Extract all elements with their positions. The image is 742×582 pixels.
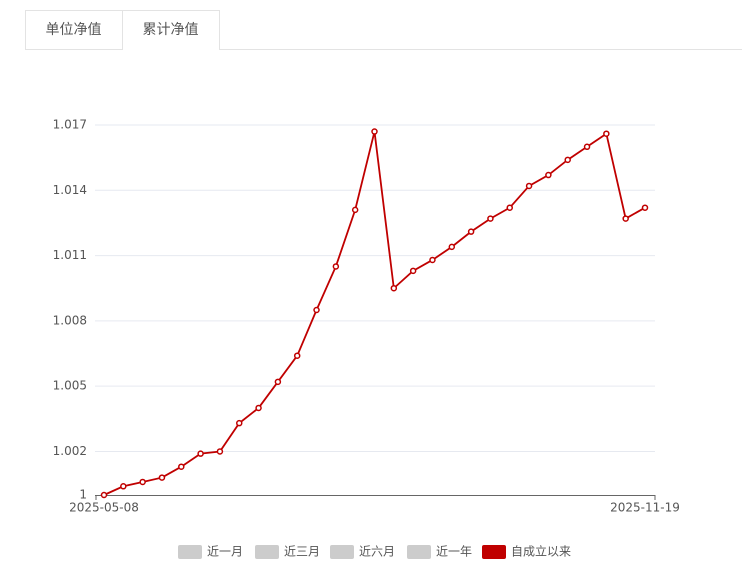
point [178, 463, 185, 470]
point [506, 204, 513, 211]
point [545, 171, 552, 179]
tab-label[interactable]: 累计净值 [143, 22, 199, 38]
point [351, 206, 359, 214]
legend-swatch[interactable] [407, 545, 431, 559]
x-tick-label: 2025-05-08 [69, 501, 139, 515]
point [120, 483, 127, 490]
tab[interactable] [122, 10, 220, 51]
tab-label[interactable]: 单位净值 [46, 22, 102, 38]
point [216, 448, 224, 455]
legend-label[interactable]: 近一月 [207, 545, 243, 559]
point [313, 306, 320, 314]
point [332, 263, 340, 270]
point [255, 404, 262, 412]
legend-swatch[interactable] [330, 545, 354, 559]
legend-swatch[interactable] [482, 545, 506, 559]
point [525, 182, 533, 190]
y-tick-label: 1.014 [53, 183, 87, 197]
point [429, 256, 436, 264]
x-tick-label: 2025-11-19 [610, 501, 680, 515]
point [622, 215, 629, 222]
point [583, 143, 591, 151]
point [603, 130, 610, 137]
point [139, 478, 146, 486]
legend-label[interactable]: 近一年 [436, 545, 472, 559]
point [293, 352, 301, 359]
point [100, 491, 108, 499]
y-tick-label: 1.008 [53, 313, 87, 327]
y-tick-label: 1.005 [53, 379, 87, 393]
point [236, 419, 243, 427]
point [467, 228, 475, 235]
point [371, 128, 378, 135]
legend-label[interactable]: 自成立以来 [511, 544, 571, 559]
tabs: 单位净值 累计净值 [25, 10, 220, 51]
legend-swatch[interactable] [255, 545, 279, 559]
point [158, 474, 166, 481]
series-line [103, 131, 646, 496]
point [390, 284, 398, 292]
y-tick-label: 1.002 [53, 444, 87, 458]
y-tick-label: 1.017 [53, 118, 87, 132]
point [448, 243, 456, 251]
y-tick-label: 1 [79, 488, 87, 502]
point [409, 267, 417, 275]
y-tick-label: 1.011 [53, 248, 87, 262]
legend-swatch[interactable] [178, 545, 202, 559]
legend-label[interactable]: 近三月 [284, 545, 320, 559]
point [564, 156, 571, 164]
point [487, 215, 494, 222]
point [197, 450, 204, 457]
legend-label[interactable]: 近六月 [359, 545, 395, 559]
point [274, 378, 282, 386]
point [641, 204, 649, 211]
tab-border [122, 10, 220, 50]
